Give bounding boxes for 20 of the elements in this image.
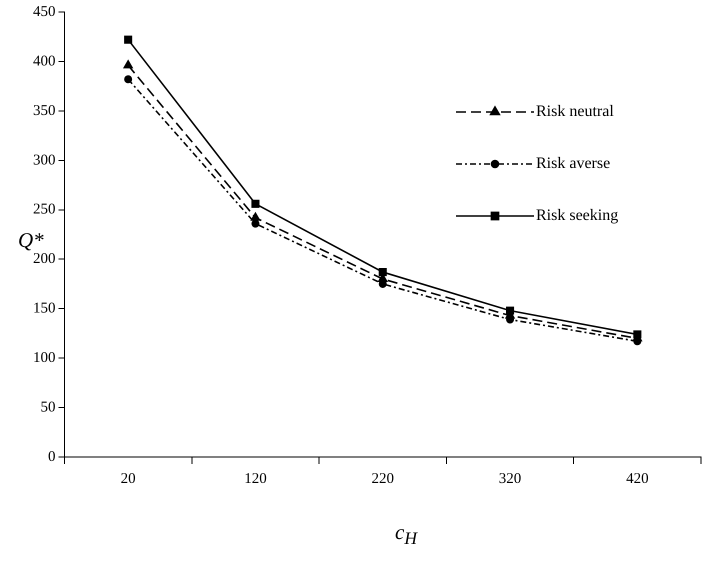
y-tick-label: 0: [48, 448, 56, 465]
x-tick-label: 20: [120, 470, 136, 487]
y-tick-label: 350: [33, 102, 56, 119]
x-tick-label: 220: [372, 470, 394, 487]
y-tick-label: 300: [33, 152, 56, 168]
x-axis-title: c$_{H}$: [395, 520, 417, 550]
y-tick-label: 450: [33, 4, 56, 20]
y-axis-title: Q*: [18, 228, 44, 253]
y-tick-label: 200: [33, 251, 56, 268]
legend-label: Risk seeking: [536, 207, 618, 224]
y-tick-label: 100: [33, 350, 56, 366]
x-tick-label: 120: [244, 470, 267, 487]
x-tick-label: 320: [498, 470, 522, 487]
legend-label: Risk averse: [536, 155, 610, 172]
y-tick-label: 150: [33, 300, 56, 317]
legend-label: Risk neutral: [536, 103, 614, 120]
y-tick-label: 400: [33, 53, 56, 70]
x-tick-label: 420: [626, 470, 649, 487]
y-tick-label: 50: [40, 399, 56, 416]
y-tick-label: 250: [33, 202, 56, 218]
